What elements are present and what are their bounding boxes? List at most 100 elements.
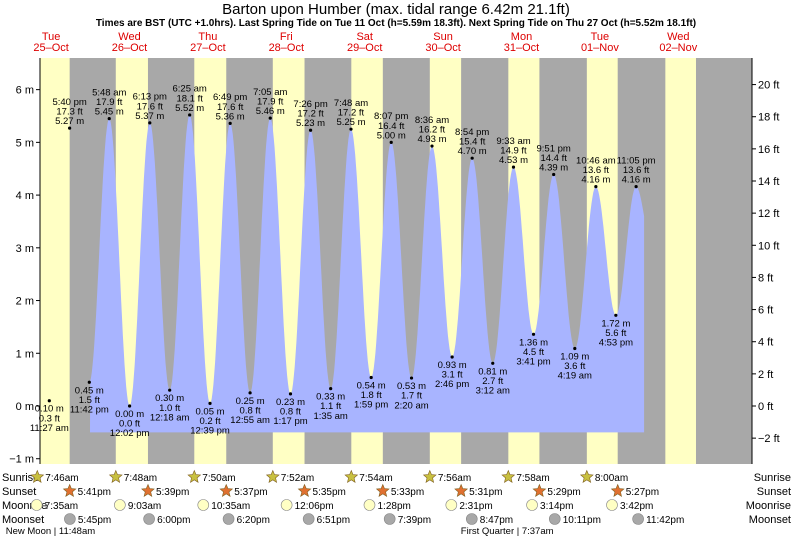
high-tide-time: 7:05 am: [253, 87, 287, 98]
sunset-time: 5:31pm: [469, 487, 502, 498]
low-tide-metres: 0.23 m: [276, 397, 305, 408]
low-tide-feet: 1.0 ft: [159, 403, 180, 414]
high-tide-feet: 16.4 ft: [378, 121, 405, 132]
high-tide-time: 8:54 pm: [455, 127, 489, 138]
astro-row-label-left: Moonset: [2, 514, 44, 526]
high-tide-time: 8:36 am: [415, 115, 449, 126]
high-tide-metres: 5.45 m: [95, 107, 124, 118]
low-tide-metres: 0.33 m: [316, 392, 345, 403]
low-tide-metres: 0.53 m: [397, 381, 426, 392]
sunrise-icon: [108, 469, 123, 483]
low-tide-metres: 0.25 m: [236, 396, 265, 407]
day-header-dow: Tue: [591, 31, 610, 43]
moonrise-time: 12:06pm: [295, 501, 334, 512]
high-tide-time: 6:13 pm: [133, 92, 167, 103]
high-tide-time: 11:05 pm: [617, 155, 656, 166]
right-tick-label: 4 ft: [758, 337, 773, 349]
low-tide-metres: 0.10 m: [35, 404, 64, 415]
low-tide-metres: 1.36 m: [519, 337, 548, 348]
low-tide-time: 2:20 am: [394, 400, 428, 411]
low-tide-time: 11:27 am: [30, 423, 69, 434]
high-tide-feet: 17.6 ft: [217, 102, 244, 113]
sunrise-time: 8:00am: [595, 473, 628, 484]
left-tick-label: 3 m: [16, 243, 34, 255]
tide-curve-area: [90, 114, 645, 433]
low-tide-marker: [409, 376, 414, 380]
sunrise-icon: [422, 469, 437, 483]
sunrise-icon: [501, 469, 516, 483]
low-tide-feet: 1.5 ft: [79, 395, 100, 406]
right-tick-label: 8 ft: [758, 272, 773, 284]
day-header-date: 01–Nov: [581, 42, 619, 54]
moonset-time: 6:51pm: [317, 515, 350, 526]
day-header-dow: Sun: [433, 31, 453, 43]
moonset-icon: [548, 513, 561, 525]
high-tide-metres: 5.23 m: [296, 118, 325, 129]
sunset-time: 5:39pm: [156, 487, 189, 498]
moonrise-icon: [445, 499, 458, 511]
high-tide-time: 5:48 am: [92, 87, 126, 98]
day-header-date: 26–Oct: [112, 42, 147, 54]
right-tick-label: 16 ft: [758, 144, 779, 156]
moonrise-time: 10:35am: [211, 501, 250, 512]
sunset-time: 5:29pm: [547, 487, 580, 498]
right-tick-label: 14 ft: [758, 176, 779, 188]
right-tick-label: 20 ft: [758, 80, 779, 92]
sunrise-icon: [30, 469, 45, 483]
moonrise-time: 9:03am: [128, 501, 161, 512]
low-tide-feet: 3.6 ft: [564, 361, 585, 372]
low-tide-metres: 0.93 m: [438, 360, 467, 371]
moonrise-time: 7:35am: [45, 501, 78, 512]
low-tide-time: 3:41 pm: [516, 356, 550, 367]
sunset-icon: [610, 483, 625, 497]
moonset-icon: [64, 513, 76, 525]
high-tide-marker: [148, 121, 152, 125]
low-tide-time: 1:35 am: [314, 411, 348, 422]
high-tide-feet: 14.9 ft: [500, 146, 527, 157]
low-tide-marker: [369, 375, 373, 380]
low-tide-marker: [248, 391, 252, 395]
moonset-icon: [465, 513, 478, 525]
astronomy-rows: Sunrise Sunrise 7:46am 7:48am 7:50am 7:52am 7:…: [2, 469, 791, 537]
high-tide-time: 6:25 am: [172, 84, 206, 95]
axes: −1 m 0 m 1 m 2 m 3 m 4 m 5 m 6 m −2 ft 0 ft 2 ft 4 …: [9, 58, 780, 466]
day-header-date: 29–Oct: [347, 42, 382, 54]
low-tide-time: 3:12 am: [476, 385, 510, 396]
low-tide-feet: 1.1 ft: [320, 401, 341, 412]
moonset-time: 10:11pm: [563, 515, 601, 526]
high-tide-metres: 5.25 m: [336, 117, 365, 128]
sunset-time: 5:27pm: [626, 487, 659, 498]
day-header-dow: Mon: [511, 31, 532, 43]
low-tide-time: 1:59 pm: [354, 400, 388, 411]
high-tide-marker: [389, 140, 393, 144]
high-tide-marker: [634, 185, 638, 189]
high-tide-metres: 5.37 m: [135, 111, 164, 122]
high-tide-time: 5:40 pm: [52, 97, 86, 108]
low-tide-metres: 0.00 m: [115, 409, 144, 420]
low-tide-marker: [47, 399, 51, 403]
high-tide-feet: 17.6 ft: [137, 101, 164, 112]
moonset-icon: [383, 513, 396, 525]
high-tide-time: 10:46 am: [576, 155, 616, 166]
day-header-date: 28–Oct: [269, 42, 304, 54]
high-tide-metres: 5.46 m: [256, 106, 285, 117]
low-tide-time: 12:02 pm: [110, 428, 150, 439]
low-tide-time: 11:42 pm: [70, 404, 109, 415]
high-tide-metres: 4.53 m: [499, 155, 528, 166]
moonrise-icon: [30, 499, 43, 511]
right-tick-label: 0 ft: [758, 401, 773, 413]
low-tide-marker: [288, 392, 293, 396]
moonrise-time: 2:31pm: [459, 501, 492, 512]
sunset-icon: [297, 483, 312, 497]
high-tide-feet: 14.4 ft: [540, 153, 567, 164]
high-tide-metres: 4.16 m: [622, 175, 651, 186]
moonrise-icon: [526, 499, 538, 511]
day-header-date: 25–Oct: [33, 42, 68, 54]
sunset-icon: [375, 483, 390, 497]
low-tide-marker: [573, 346, 577, 351]
high-tide-marker: [349, 127, 353, 131]
day-header-dow: Thu: [198, 31, 217, 43]
high-tide-feet: 15.4 ft: [459, 137, 486, 148]
high-tide-time: 6:49 pm: [213, 92, 247, 103]
